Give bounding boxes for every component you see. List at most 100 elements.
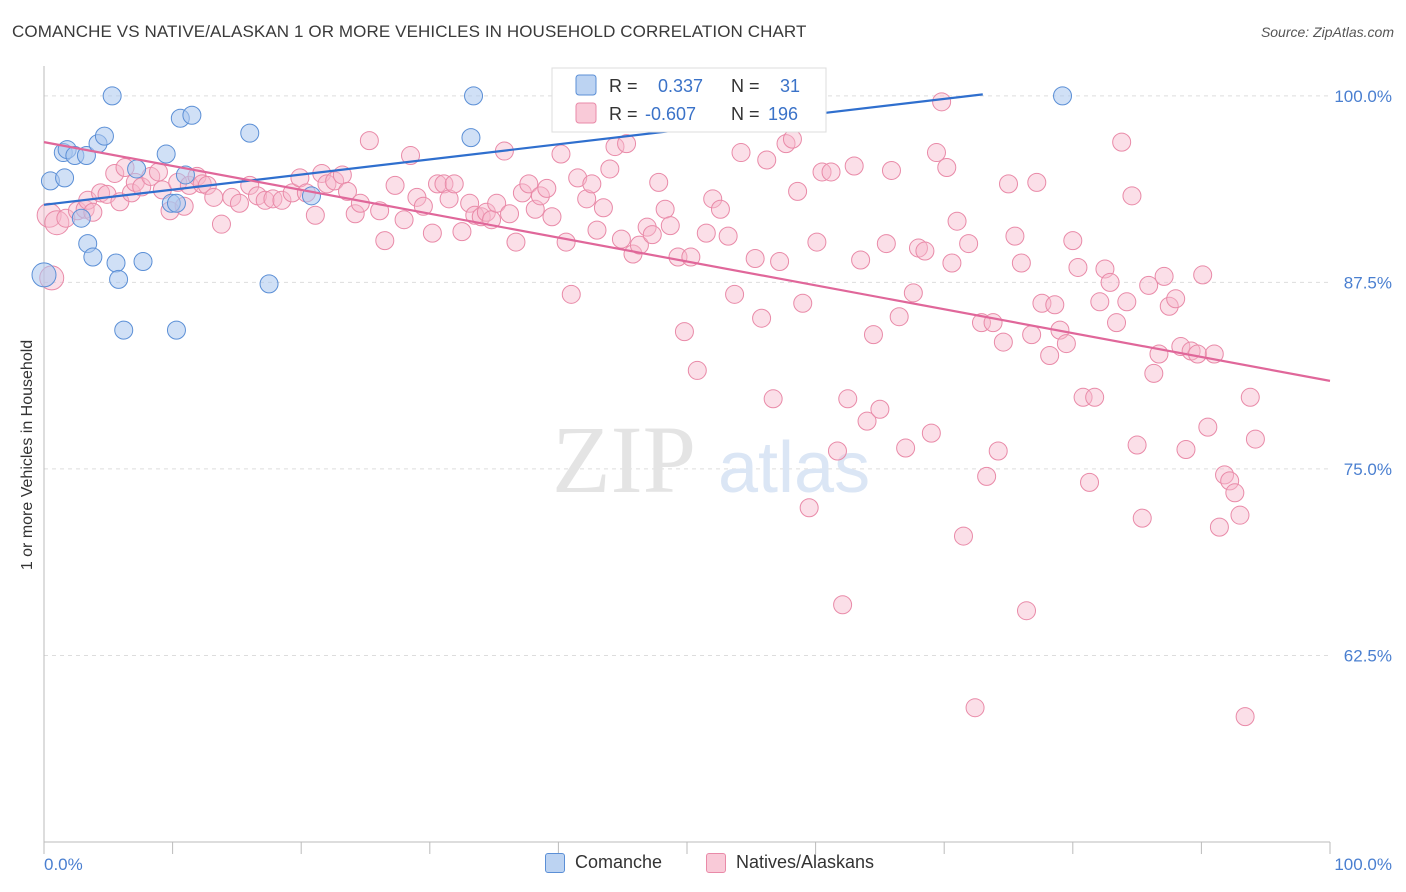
data-point-natives: [1063, 231, 1083, 251]
data-point-comanche: [240, 123, 260, 143]
data-point-natives: [696, 223, 716, 243]
data-point-natives: [542, 207, 562, 227]
data-point-natives: [1107, 313, 1127, 333]
data-point-natives: [1193, 265, 1213, 285]
data-point-natives: [757, 150, 777, 170]
data-point-natives: [1112, 132, 1132, 152]
data-point-natives: [1220, 471, 1240, 491]
data-point-natives: [500, 204, 520, 224]
data-point-natives: [870, 399, 890, 419]
data-point-natives: [1171, 337, 1191, 357]
legend-label: Natives/Alaskans: [736, 852, 875, 872]
legend-n-label-1: N =: [731, 76, 760, 96]
data-point-natives: [617, 134, 637, 154]
data-point-natives: [255, 190, 275, 210]
data-point-natives: [148, 162, 168, 182]
data-point-natives: [649, 172, 669, 192]
data-point-natives: [1139, 275, 1159, 295]
data-point-natives: [428, 174, 448, 194]
watermark: ZIP atlas: [552, 406, 870, 513]
data-point-natives: [1022, 325, 1042, 345]
legend-swatch: [706, 852, 726, 873]
data-point-comanche: [166, 193, 186, 213]
chart-title: COMANCHE VS NATIVE/ALASKAN 1 OR MORE VEH…: [12, 22, 807, 41]
data-point-natives: [833, 595, 853, 615]
data-point-natives: [629, 235, 649, 255]
data-point-natives: [600, 159, 620, 179]
data-point-natives: [1045, 295, 1065, 315]
data-point-comanche: [127, 159, 147, 179]
data-point-natives: [577, 189, 597, 209]
legend-r-label-1: R =: [609, 76, 638, 96]
data-point-natives: [556, 232, 576, 252]
legend-item-comanche: Comanche: [545, 852, 662, 873]
data-point-natives: [305, 205, 325, 225]
data-point-comanche: [259, 274, 279, 294]
data-point-natives: [587, 220, 607, 240]
data-point-natives: [1122, 186, 1142, 206]
data-point-natives: [1132, 508, 1152, 528]
data-point-natives: [1166, 289, 1186, 309]
data-point-comanche: [182, 105, 202, 125]
data-point-natives: [844, 156, 864, 176]
data-point-natives: [1225, 483, 1245, 503]
data-point-natives: [1027, 172, 1047, 192]
data-point-natives: [863, 325, 883, 345]
data-point-natives: [993, 332, 1013, 352]
data-point-natives: [999, 174, 1018, 194]
data-point-natives: [937, 157, 957, 177]
data-point-natives: [1100, 272, 1120, 292]
data-point-natives: [965, 698, 985, 718]
data-point-natives: [770, 251, 790, 271]
data-point-natives: [674, 322, 694, 342]
data-point-natives: [903, 283, 923, 303]
source-label: Source: ZipAtlas.com: [1260, 24, 1394, 40]
data-point-natives: [519, 174, 539, 194]
data-point-natives: [807, 232, 827, 252]
watermark-atlas: atlas: [718, 428, 870, 508]
data-point-natives: [434, 174, 454, 194]
data-point-natives: [799, 498, 819, 518]
data-point-natives: [1230, 505, 1250, 525]
y-tick-label: 75.0%: [1344, 460, 1392, 479]
data-point-natives: [851, 250, 871, 270]
data-point-natives: [1017, 601, 1037, 621]
data-point-comanche: [133, 251, 153, 271]
data-point-comanche: [102, 86, 122, 106]
data-point-natives: [345, 204, 365, 224]
data-point-natives: [1040, 346, 1060, 366]
data-point-comanche: [1053, 86, 1073, 106]
data-point-natives: [821, 162, 841, 182]
data-point-natives: [1198, 417, 1218, 437]
y-tick-label: 62.5%: [1344, 646, 1392, 665]
legend-r-value-2: -0.607: [645, 104, 696, 124]
data-point-natives: [642, 225, 662, 245]
data-point-natives: [350, 193, 370, 213]
data-point-natives: [947, 211, 967, 231]
data-point-natives: [838, 389, 858, 409]
data-point-natives: [204, 187, 224, 207]
data-point-comanche: [106, 253, 126, 273]
data-point-natives: [745, 249, 765, 269]
data-point-comanche: [114, 320, 134, 340]
legend-n-value-2: 196: [768, 104, 798, 124]
data-point-natives: [611, 229, 631, 249]
legend-swatch-natives: [575, 102, 597, 124]
data-point-natives: [1240, 387, 1260, 407]
data-point-natives: [876, 234, 896, 254]
data-point-natives: [971, 313, 991, 333]
legend-label: Comanche: [575, 852, 663, 872]
data-point-natives: [782, 129, 802, 149]
data-point-natives: [1068, 257, 1088, 277]
data-point-natives: [932, 92, 952, 112]
data-point-natives: [537, 178, 557, 198]
y-tick-label: 87.5%: [1344, 273, 1392, 292]
series-comanche-points: [31, 86, 1073, 340]
bottom-legend: Comanche Natives/Alaskans: [0, 852, 1406, 876]
legend-n-label-2: N =: [731, 104, 760, 124]
data-point-natives: [444, 174, 464, 194]
legend-item-natives: Natives/Alaskans: [706, 852, 874, 873]
data-point-natives: [731, 143, 751, 163]
data-point-natives: [394, 210, 414, 230]
legend-r-value-1: 0.337: [658, 76, 703, 96]
